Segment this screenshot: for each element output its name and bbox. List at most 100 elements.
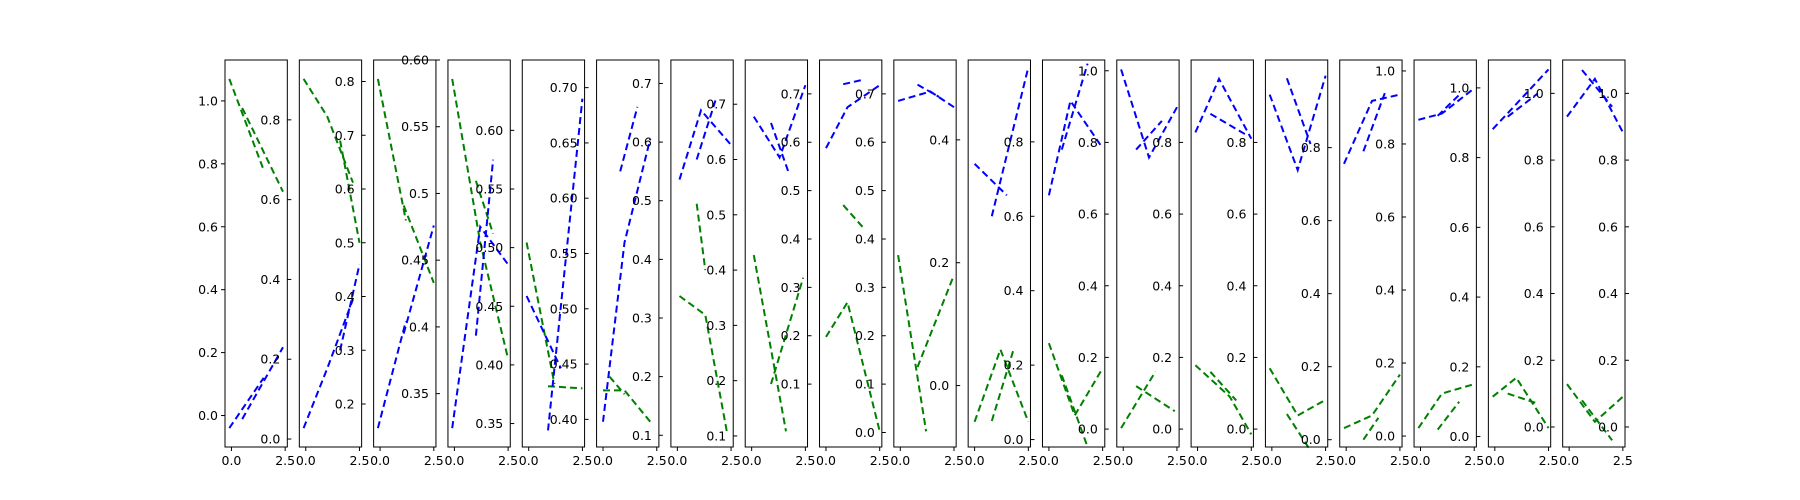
right-y-tick-label: 1.0 <box>1449 80 1469 95</box>
right-y-tick-label: 0.3 <box>335 343 355 358</box>
subplot-18: 0.0 2.5 0.0 0.2 0.4 0.6 0.8 1.0 <box>1485 59 1559 468</box>
subplot-2: 0.0 2.5 0.2 0.3 0.4 0.5 0.6 0.7 0.8 <box>296 59 370 468</box>
right-y-tick-label: 0.6 <box>706 152 726 167</box>
right-y-tick-label: 0.6 <box>855 135 875 150</box>
subplot-19: 0.0 2.5 0.0 0.2 0.4 0.6 0.8 1.0 <box>1559 59 1633 468</box>
x-tick-label: 0.0 <box>1039 453 1059 468</box>
series-line-green-right-18 <box>1507 392 1539 405</box>
right-y-tick-label: 0.8 <box>335 74 355 89</box>
series-line-green-left-2 <box>302 78 354 184</box>
subplot-5: 0.0 2.5 0.40 0.45 0.50 0.55 0.60 0.65 0.70 <box>519 59 592 468</box>
series-line-green-left-5 <box>525 242 556 385</box>
right-y-tick-label: 0.6 <box>335 182 355 197</box>
subplot-13: 0.0 2.5 0.0 0.2 0.4 0.6 0.8 <box>1113 59 1187 468</box>
x-tick-label: 0.0 <box>444 453 464 468</box>
series-line-green-right-10 <box>916 274 955 368</box>
right-y-tick-label: 0.2 <box>1524 353 1544 368</box>
right-y-tick-label: 0.55 <box>550 246 578 261</box>
axes-frame <box>298 59 363 448</box>
x-tick-label: 0.0 <box>1188 453 1208 468</box>
right-y-tick-label: 0.45 <box>401 253 429 268</box>
series-line-green-right-5 <box>547 385 583 390</box>
left-y-tick-label: 0.0 <box>198 408 218 423</box>
right-y-tick-label: 0.2 <box>1598 353 1618 368</box>
axes-frame <box>224 59 288 448</box>
series-line-green-right-3 <box>402 205 435 284</box>
series-line-green-left-1 <box>228 78 265 171</box>
right-y-tick-label: 0.6 <box>260 192 280 207</box>
right-y-tick-label: 0.2 <box>632 369 652 384</box>
axes-frame <box>1339 59 1403 448</box>
right-y-tick-label: 0.2 <box>781 328 801 343</box>
right-y-tick-label: 0.4 <box>409 319 429 334</box>
series-line-blue-left-11 <box>973 163 1008 197</box>
right-y-tick-label: 0.2 <box>1078 350 1098 365</box>
x-tick-label: 0.0 <box>965 453 985 468</box>
right-y-tick-label: 0.50 <box>550 301 578 316</box>
right-y-tick-label: 0.4 <box>335 289 355 304</box>
series-line-blue-right-17 <box>1437 94 1460 117</box>
right-y-tick-label: 0.8 <box>260 112 280 127</box>
x-tick-label: 0.0 <box>370 453 390 468</box>
right-y-tick-label: 0.6 <box>1004 209 1024 224</box>
x-tick-label: 2.5 <box>275 453 295 468</box>
series-line-green-left-4 <box>451 78 510 360</box>
right-y-tick-label: 0.4 <box>1449 290 1469 305</box>
series-line-blue-left-6 <box>602 138 652 422</box>
right-y-tick-label: 0.70 <box>550 80 578 95</box>
subplot-12: 0.0 2.5 0.0 0.2 0.4 0.6 0.8 1.0 <box>1039 59 1113 468</box>
right-y-tick-label: 0.0 <box>1375 429 1395 444</box>
right-y-tick-label: 0.1 <box>632 428 652 443</box>
axes-frame <box>373 59 437 448</box>
right-y-tick-label: 0.0 <box>1152 422 1172 437</box>
x-tick-label: 2.5 <box>870 453 890 468</box>
subplot-8: 0.0 2.5 0.1 0.2 0.3 0.4 0.5 0.6 0.7 <box>742 59 815 468</box>
series-line-green-left-18 <box>1492 376 1550 429</box>
subplot-16: 0.0 2.5 0.0 0.2 0.4 0.6 0.8 1.0 <box>1336 59 1410 468</box>
x-tick-label: 2.5 <box>350 453 370 468</box>
series-line-blue-left-18 <box>1491 68 1550 130</box>
right-y-tick-label: 0.0 <box>855 425 875 440</box>
right-y-tick-label: 0.8 <box>1078 135 1098 150</box>
right-y-tick-label: 0.1 <box>706 428 726 443</box>
right-y-tick-label: 0.5 <box>781 183 801 198</box>
series-line-green-right-6 <box>608 375 626 395</box>
x-tick-label: 2.5 <box>1018 453 1038 468</box>
series-line-blue-right-19 <box>1581 69 1613 108</box>
x-tick-label: 0.0 <box>222 453 242 468</box>
series-line-green-right-7 <box>695 203 707 271</box>
right-y-tick-label: 0.2 <box>260 352 280 367</box>
series-line-blue-right-14 <box>1209 112 1248 137</box>
x-tick-label: 2.5 <box>1539 453 1559 468</box>
right-y-tick-label: 0.0 <box>1598 419 1618 434</box>
series-line-blue-right-10 <box>917 83 940 98</box>
series-line-green-right-11 <box>990 350 1015 422</box>
right-y-tick-label: 0.8 <box>1004 134 1024 149</box>
right-y-tick-label: 0.8 <box>1152 135 1172 150</box>
series-line-blue-right-2 <box>339 264 361 351</box>
axes-frame <box>596 59 660 448</box>
subplot-11: 0.0 2.5 0.0 0.2 0.4 0.6 0.8 <box>965 59 1038 468</box>
axes-frame <box>1116 59 1180 448</box>
right-y-tick-label: 0.4 <box>1152 278 1172 293</box>
series-line-blue-right-18 <box>1507 92 1539 118</box>
right-y-tick-label: 0.8 <box>1227 135 1247 150</box>
right-y-tick-label: 0.40 <box>475 357 503 372</box>
series-line-green-left-3 <box>376 78 407 221</box>
x-tick-label: 2.5 <box>424 453 444 468</box>
series-line-blue-left-4 <box>451 224 509 429</box>
right-y-tick-label: 0.7 <box>335 128 355 143</box>
right-y-tick-label: 0.2 <box>929 255 949 270</box>
right-y-tick-label: 0.6 <box>1524 219 1544 234</box>
right-y-tick-label: 0.4 <box>1078 278 1098 293</box>
series-line-blue-left-14 <box>1194 76 1253 140</box>
right-y-tick-label: 0.60 <box>550 191 578 206</box>
right-y-tick-label: 0.1 <box>855 377 875 392</box>
x-tick-label: 0.0 <box>296 453 316 468</box>
x-tick-label: 2.5 <box>1464 453 1484 468</box>
right-y-tick-label: 0.7 <box>632 76 652 91</box>
series-line-green-right-14 <box>1209 371 1237 402</box>
x-tick-label: 2.5 <box>498 453 518 468</box>
subplot-15: 0.0 2.5 0.0 0.2 0.4 0.6 0.8 <box>1262 59 1336 468</box>
x-tick-label: 2.5 <box>795 453 815 468</box>
